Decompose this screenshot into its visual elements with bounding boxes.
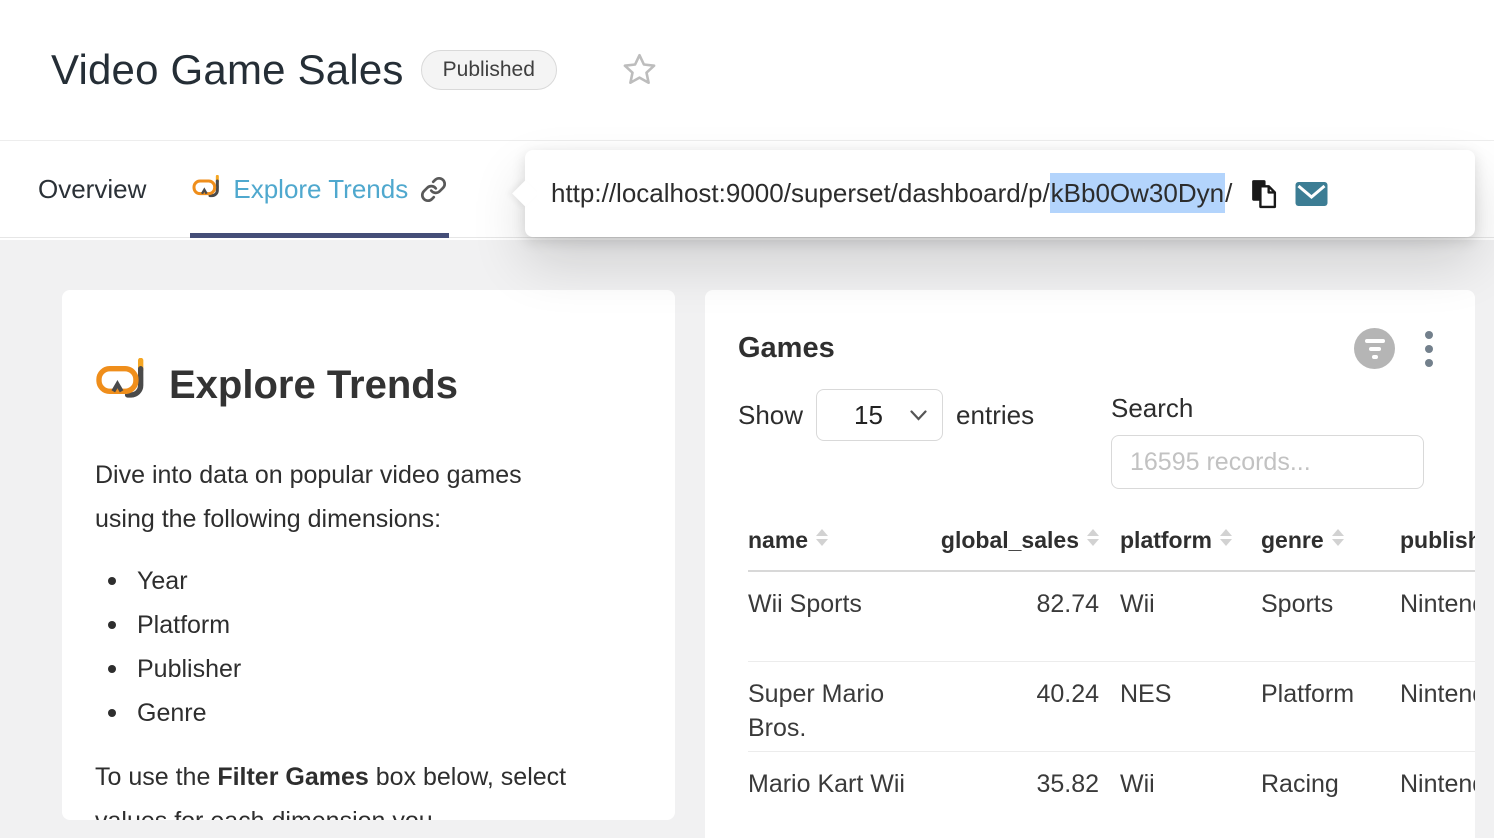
list-item: Publisher [95, 655, 645, 683]
cell-platform: Wii [1099, 571, 1240, 662]
sort-carets-icon [816, 529, 829, 546]
cell-global-sales: 40.24 [933, 661, 1099, 752]
table-row: Mario Kart Wii 35.82 Wii Racing Nintendo [748, 751, 1475, 838]
dashboard-header: Video Game Sales Published [0, 0, 1494, 140]
filter-games-bold: Filter Games [217, 763, 369, 791]
column-header-platform[interactable]: platform [1099, 515, 1240, 572]
table-row: Super Mario Bros. 40.24 NES Platform Nin… [748, 661, 1475, 752]
cell-publisher: Nintendo [1379, 751, 1475, 838]
explore-intro-text: Dive into data on popular video games us… [95, 461, 522, 533]
cell-global-sales: 35.82 [933, 751, 1099, 838]
column-header-genre[interactable]: genre [1240, 515, 1379, 572]
page-size-select[interactable]: 15 [816, 389, 944, 441]
list-item: Year [95, 567, 645, 595]
table-controls: Show 15 entries Search [738, 389, 1475, 489]
explore-trends-title: Explore Trends [169, 363, 458, 407]
chevron-down-icon [910, 409, 927, 421]
sort-carets-icon [1220, 529, 1232, 546]
share-link-icon[interactable] [420, 176, 447, 203]
cell-publisher: Nintendo [1379, 661, 1475, 752]
dashboard-canvas: Explore Trends Dive into data on popular… [0, 240, 1494, 838]
share-email-icon[interactable] [1294, 179, 1329, 209]
search-input[interactable] [1111, 435, 1424, 489]
page-title: Video Game Sales [51, 46, 404, 93]
published-badge[interactable]: Published [420, 50, 557, 90]
cell-genre: Sports [1240, 571, 1379, 662]
column-header-name[interactable]: name [748, 515, 933, 572]
share-url-popover: http://localhost:9000/superset/dashboard… [525, 150, 1475, 237]
show-label: Show [738, 399, 804, 430]
copy-url-icon[interactable] [1248, 178, 1279, 209]
table-header-row: name global_sales platform genre publish… [748, 515, 1475, 572]
filter-indicator-icon[interactable] [1354, 328, 1395, 369]
explore-trends-card: Explore Trends Dive into data on popular… [62, 290, 675, 820]
search-control: Search [1111, 389, 1424, 489]
entries-label: entries [956, 399, 1035, 430]
cell-name: Mario Kart Wii [748, 751, 933, 838]
games-card-header: Games [738, 328, 1475, 369]
diving-mask-icon [95, 357, 153, 413]
cell-publisher: Nintendo [1379, 571, 1475, 662]
more-options-icon[interactable] [1423, 329, 1435, 369]
cell-platform: NES [1099, 661, 1240, 752]
tab-explore-trends[interactable]: Explore Trends [190, 141, 450, 238]
cell-genre: Racing [1240, 751, 1379, 838]
dimension-list: Year Platform Publisher Genre [95, 567, 645, 727]
cell-name: Wii Sports [748, 571, 933, 662]
games-card-title: Games [738, 332, 835, 364]
page-size-value: 15 [854, 399, 883, 430]
explore-footer-text: To use the Filter Games box below, selec… [95, 763, 567, 820]
cell-global-sales: 82.74 [933, 571, 1099, 662]
games-card: Games Show 15 entries Search [705, 290, 1475, 838]
dashboard-permalink-url[interactable]: http://localhost:9000/superset/dashboard… [551, 173, 1233, 213]
sort-carets-icon [1331, 529, 1344, 546]
column-header-global-sales[interactable]: global_sales [933, 515, 1099, 572]
url-prefix: http://localhost:9000/superset/dashboard… [551, 178, 1050, 208]
tab-explore-trends-label: Explore Trends [233, 173, 409, 204]
list-item: Platform [95, 611, 645, 639]
favorite-star-icon[interactable] [621, 52, 658, 88]
tab-overview-label: Overview [38, 173, 147, 204]
cell-name: Super Mario Bros. [748, 661, 933, 752]
cell-platform: Wii [1099, 751, 1240, 838]
page-size-control: Show 15 entries [738, 389, 1034, 441]
explore-trends-heading: Explore Trends [95, 357, 645, 413]
games-table: name global_sales platform genre publish… [748, 515, 1475, 838]
sort-carets-icon [1087, 529, 1099, 546]
column-header-publisher[interactable]: publisher [1379, 515, 1475, 572]
table-row: Wii Sports 82.74 Wii Sports Nintendo [748, 571, 1475, 662]
url-selected-text: kBb0Ow30Dyn [1049, 173, 1226, 213]
url-suffix: / [1225, 178, 1233, 208]
list-item: Genre [95, 699, 645, 727]
tab-overview[interactable]: Overview [38, 141, 146, 237]
cell-genre: Platform [1240, 661, 1379, 752]
search-label: Search [1111, 393, 1194, 423]
diving-mask-icon [192, 175, 224, 203]
